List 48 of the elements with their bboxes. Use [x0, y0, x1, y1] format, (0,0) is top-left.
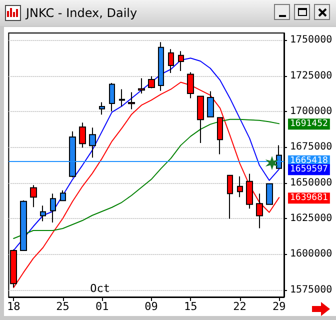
candlestick — [148, 76, 155, 89]
line-series — [13, 58, 280, 251]
candlestick — [158, 42, 164, 92]
candlestick — [217, 117, 223, 155]
candlestick — [30, 184, 37, 208]
data-label: 1659597 — [290, 164, 328, 175]
ref-line-label: 1665418 — [290, 156, 328, 166]
y-tick-label: 1600000 — [290, 248, 332, 260]
candlestick — [79, 122, 86, 148]
candlestick — [119, 88, 125, 107]
x-tick-label: 29 — [272, 300, 286, 313]
x-tick-label: 25 — [56, 300, 70, 313]
y-tick-label: 1750000 — [290, 34, 332, 46]
data-label: 1639681 — [290, 193, 328, 204]
candlestick — [138, 78, 145, 94]
candlestick — [109, 82, 115, 112]
line-series — [13, 118, 280, 239]
chart-title: JNKC - Index, Daily — [26, 6, 138, 20]
x-tick-label: 09 — [144, 300, 158, 313]
candlestick — [227, 174, 233, 220]
candlestick — [168, 48, 174, 74]
candlestick — [237, 176, 243, 198]
candlestick — [266, 183, 273, 205]
candlestick — [60, 190, 66, 202]
candlestick — [178, 50, 184, 72]
y-tick-label: 1700000 — [290, 106, 332, 117]
y-tick-label: 1650000 — [290, 177, 332, 188]
candlestick — [50, 193, 56, 224]
annotation: Oct — [90, 282, 110, 295]
candlestick — [256, 193, 263, 229]
candlestick — [20, 200, 27, 251]
candlestick — [69, 130, 76, 178]
x-tick-label: 01 — [95, 300, 109, 313]
x-tick-label: 18 — [6, 300, 20, 313]
x-tick-label: 15 — [184, 300, 198, 313]
candlestick — [40, 205, 46, 222]
candlestick — [128, 92, 135, 110]
y-tick-label: 1725000 — [290, 70, 332, 82]
candlestick — [99, 102, 105, 116]
y-tick-label: 1625000 — [290, 213, 332, 224]
data-label: 1691452 — [290, 119, 328, 130]
x-tick-label: 22 — [233, 300, 246, 313]
candlestick — [197, 96, 204, 144]
y-tick-label: 1575000 — [290, 284, 332, 296]
candlestick — [207, 90, 214, 118]
candlestick — [246, 173, 253, 210]
candlestick — [89, 127, 96, 158]
y-tick-label: 1675000 — [290, 142, 332, 153]
